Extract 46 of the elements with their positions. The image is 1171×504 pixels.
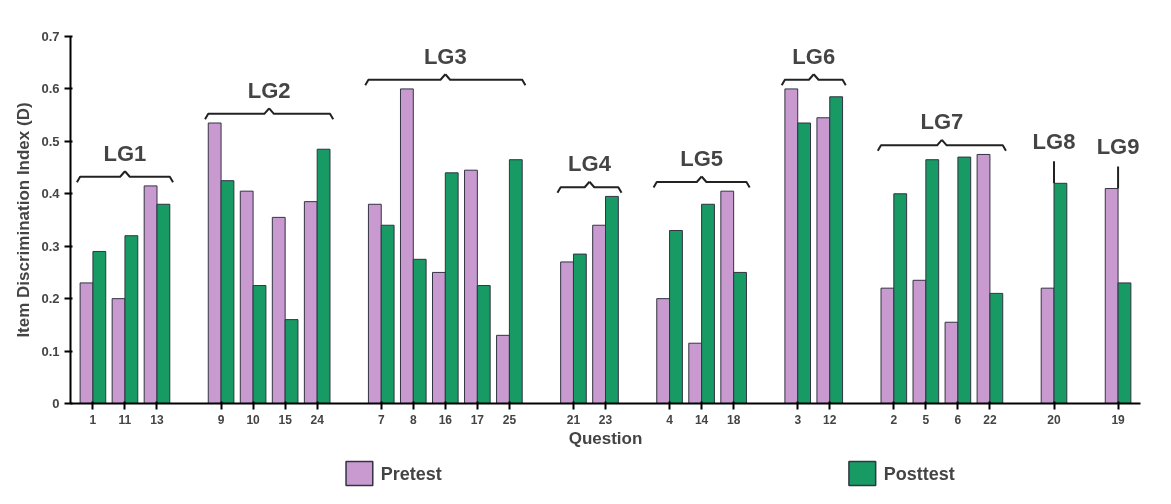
- x-tick-label: 4: [666, 412, 674, 427]
- x-tick-label: 18: [726, 412, 741, 427]
- x-tick-label: 14: [694, 412, 709, 427]
- x-tick-label: 3: [794, 412, 802, 427]
- legend-label: Posttest: [883, 463, 955, 484]
- x-tick-label: 23: [598, 412, 613, 427]
- legend-label: Pretest: [380, 463, 442, 484]
- x-tick-label: 6: [954, 412, 962, 427]
- x-tick-label: 22: [983, 412, 997, 427]
- x-tick-label: 19: [1111, 412, 1126, 427]
- x-tick-label: 10: [246, 412, 261, 427]
- x-tick-label: 9: [217, 412, 225, 427]
- annotation: LG3: [423, 43, 467, 69]
- x-tick-label: 13: [150, 412, 164, 427]
- y-axis-title: Item Discrimination Index (D): [14, 102, 34, 338]
- x-axis-title: Question: [568, 428, 643, 448]
- y-tick-label: 0.7: [41, 29, 60, 44]
- x-tick-label: 20: [1047, 412, 1061, 427]
- x-tick-label: 11: [118, 412, 132, 427]
- annotation: LG8: [1032, 128, 1076, 154]
- y-tick-label: 0.1: [41, 343, 60, 359]
- annotation: LG4: [568, 151, 612, 177]
- annotation: LG5: [680, 145, 724, 171]
- annotation: LG6: [792, 43, 836, 69]
- x-tick-label: 12: [823, 412, 837, 427]
- x-tick-label: 8: [409, 412, 417, 427]
- x-tick-label: 1: [89, 412, 97, 427]
- x-tick-label: 16: [438, 412, 453, 427]
- x-tick-label: 15: [278, 412, 293, 427]
- y-tick-label: 0.4: [41, 186, 61, 202]
- y-tick-label: 0.5: [41, 133, 60, 149]
- x-tick-label: 21: [566, 412, 581, 427]
- x-tick-label: 2: [890, 412, 898, 427]
- y-tick-label: 0.6: [41, 81, 60, 97]
- y-tick-label: 0.2: [41, 291, 60, 307]
- annotation: LG2: [247, 77, 291, 103]
- x-tick-label: 5: [922, 412, 930, 427]
- x-tick-label: 7: [377, 412, 385, 427]
- y-tick-label: 0.3: [41, 238, 60, 254]
- x-tick-label: 17: [470, 412, 485, 427]
- x-tick-label: 25: [502, 412, 517, 427]
- annotation: LG7: [920, 109, 964, 135]
- y-tick-label: 0: [52, 396, 60, 411]
- x-tick-label: 24: [310, 412, 325, 427]
- annotation: LG9: [1096, 134, 1140, 160]
- annotation: LG1: [103, 140, 147, 166]
